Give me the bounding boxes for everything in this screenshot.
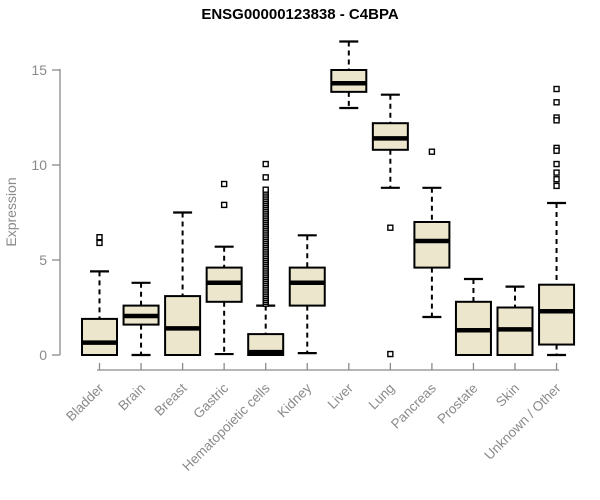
outlier-unknown-other-5: [553, 147, 560, 154]
chart-title: ENSG00000123838 - C4BPA: [201, 6, 399, 23]
outlier-hematopoietic-cells-1: [262, 160, 269, 168]
outlier-hematopoietic-cells-0: [262, 174, 269, 181]
y-tick-label: 15: [31, 62, 47, 78]
box-unknown-other: [538, 283, 576, 346]
x-tick-label-prostate: Prostate: [434, 381, 480, 427]
box-pancreas: [413, 221, 451, 269]
outlier-hematopoietic-cells-62: [262, 186, 269, 193]
x-tick-label-bladder: Bladder: [63, 380, 107, 424]
outlier-gastric-0: [220, 180, 228, 188]
y-tick-label: 0: [39, 347, 47, 363]
x-tick-label-liver: Liver: [325, 380, 357, 412]
y-tick-label: 5: [39, 252, 47, 268]
box-breast: [164, 295, 202, 357]
outlier-unknown-other-6: [553, 160, 560, 168]
y-axis-title: Expression: [3, 177, 19, 246]
x-tick-label-breast: Breast: [152, 380, 190, 418]
x-tick-label-kidney: Kidney: [275, 380, 315, 420]
outlier-unknown-other-1: [553, 99, 560, 106]
outlier-unknown-other-0: [553, 85, 560, 93]
x-tick-label-unknown-other: Unknown / Other: [481, 380, 564, 463]
box-hematopoietic-cells: [247, 333, 285, 357]
outlier-unknown-other-9: [553, 182, 560, 190]
x-tick-label-gastric: Gastric: [190, 380, 231, 421]
outlier-unknown-other-8: [553, 176, 560, 183]
outlier-unknown-other-3: [553, 117, 560, 124]
box-bladder: [81, 317, 118, 356]
box-liver: [330, 69, 368, 93]
outlier-pancreas-0: [428, 148, 436, 155]
outlier-bladder-0: [96, 233, 103, 241]
outlier-bladder-1: [96, 239, 103, 247]
y-tick-label: 10: [31, 157, 47, 173]
outlier-lung-1: [387, 350, 394, 358]
x-tick-label-lung: Lung: [366, 381, 398, 413]
outlier-gastric-1: [220, 201, 228, 209]
outlier-unknown-other-7: [553, 169, 560, 176]
x-tick-label-pancreas: Pancreas: [388, 380, 439, 431]
x-tick-label-skin: Skin: [493, 381, 522, 410]
outlier-lung-0: [387, 224, 394, 231]
box-kidney: [288, 266, 326, 307]
x-tick-label-brain: Brain: [115, 381, 148, 414]
